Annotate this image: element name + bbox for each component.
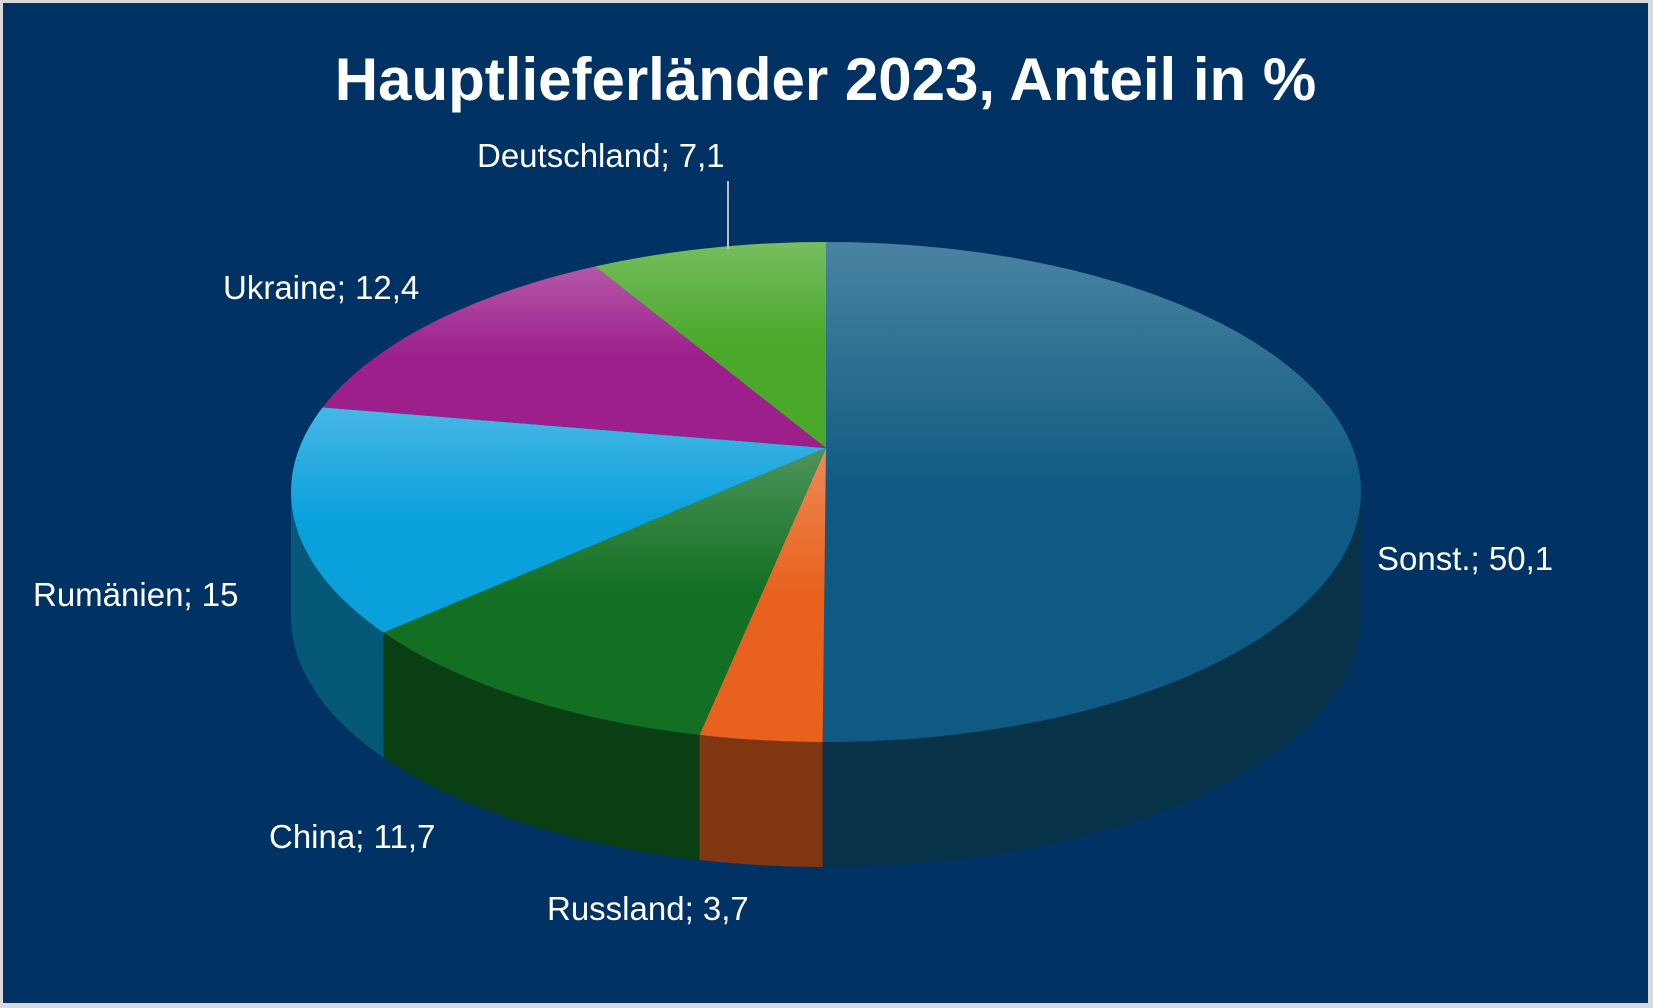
pie-slice-highlight-china	[383, 448, 826, 735]
pie-slice-highlight-russland	[699, 448, 826, 742]
pie-slice-highlight-sonst	[822, 242, 1361, 742]
chart-area: Hauptlieferländer 2023, Anteil in % Sons…	[3, 3, 1648, 1003]
pie-side-sonst	[822, 492, 1361, 867]
data-label-deutschland: Deutschland; 7,1	[477, 137, 725, 174]
pie-slice-highlight-deutschland	[595, 242, 826, 448]
data-label-ukraine: Ukraine; 12,4	[223, 269, 420, 306]
data-label-rumaenien: Rumänien; 15	[33, 576, 239, 613]
pie-side-rumnien	[291, 492, 384, 758]
data-label-russland: Russland; 3,7	[547, 890, 749, 927]
chart-title: Hauptlieferländer 2023, Anteil in %	[334, 46, 1317, 113]
pie-chart	[291, 181, 1361, 867]
pie-side-china	[383, 632, 700, 860]
pie-side-russland	[699, 734, 823, 867]
pie-slice-highlight-rumnien	[291, 407, 826, 633]
pie-slice-highlight-ukraine	[322, 266, 826, 448]
data-label-china: China; 11,7	[269, 818, 436, 855]
data-label-sonst: Sonst.; 50,1	[1377, 540, 1554, 577]
